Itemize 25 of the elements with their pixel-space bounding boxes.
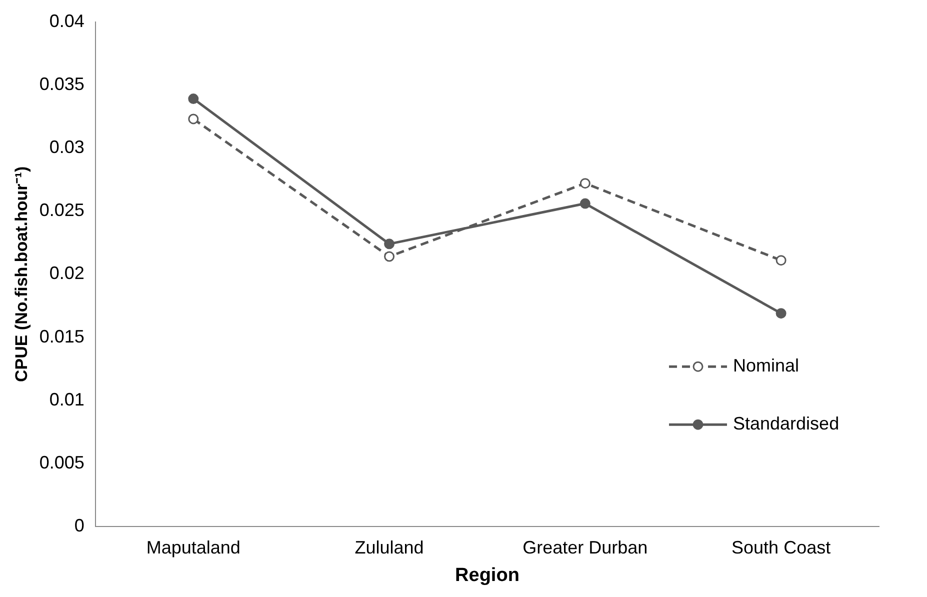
x-tick-label: South Coast — [732, 537, 831, 558]
y-axis-title: CPUE (No.fish.boat.hour⁻¹) — [12, 166, 31, 382]
point — [580, 178, 590, 189]
y-tick-label: 0.03 — [49, 136, 84, 157]
y-tick-label: 0.035 — [39, 74, 84, 94]
y-tick-label: 0.025 — [39, 200, 84, 220]
y-tick-label: 0.015 — [39, 326, 84, 346]
x-tick-label: Zululand — [354, 537, 424, 558]
x-tick-label: Maputaland — [146, 537, 240, 558]
y-tick-label: 0 — [74, 516, 84, 536]
point — [188, 114, 199, 124]
x-axis-title: Region — [455, 564, 520, 586]
point — [188, 94, 199, 104]
y-tick-label: 0.02 — [49, 263, 84, 284]
y-tick-label: 0.005 — [39, 452, 84, 472]
y-tick-label: 0.01 — [49, 389, 84, 410]
x-tick-label: Greater Durban — [522, 537, 648, 558]
point — [776, 255, 786, 266]
legend-label: Nominal — [733, 356, 800, 376]
y-tick-label: 0.04 — [49, 10, 84, 31]
legend-label: Standardised — [733, 414, 840, 434]
point — [580, 198, 590, 209]
point — [776, 308, 786, 319]
point — [384, 238, 395, 250]
point — [384, 251, 395, 262]
